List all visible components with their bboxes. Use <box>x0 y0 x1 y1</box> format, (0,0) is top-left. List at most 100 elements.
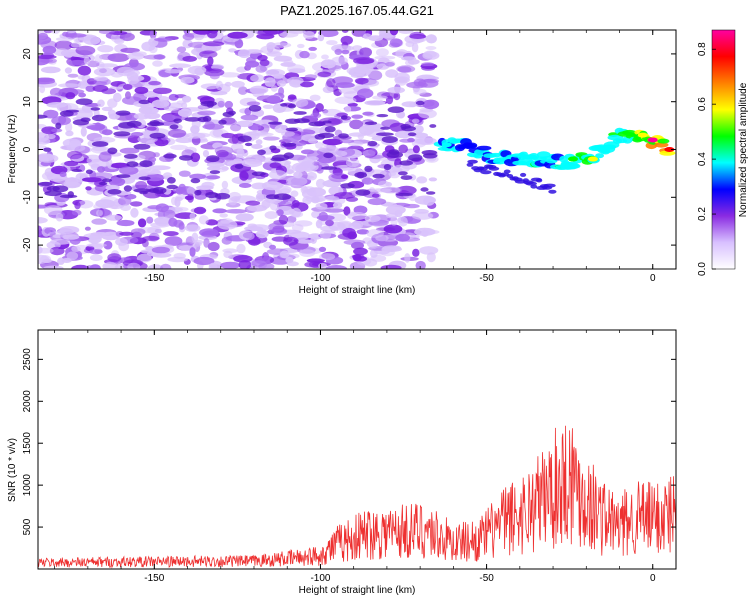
ridge-blob <box>503 169 511 174</box>
noise-blob <box>264 211 278 220</box>
x-tick-label: -50 <box>479 573 494 584</box>
noise-blob <box>116 66 135 77</box>
noise-blob <box>235 213 254 222</box>
noise-blob <box>334 96 357 105</box>
noise-blob <box>297 43 305 49</box>
noise-blob <box>105 214 122 221</box>
noise-blob <box>91 172 113 180</box>
noise-blob <box>423 78 439 84</box>
noise-blob <box>323 152 334 159</box>
noise-blob <box>194 189 202 196</box>
noise-blob <box>404 59 415 66</box>
noise-blob <box>304 261 322 268</box>
noise-blob <box>325 219 334 227</box>
noise-blob <box>369 187 375 192</box>
noise-blob <box>115 110 131 116</box>
noise-blob <box>295 164 306 173</box>
ridge-peak <box>664 147 675 152</box>
noise-blob <box>337 220 353 229</box>
noise-blob <box>341 174 348 179</box>
noise-blob <box>198 215 209 225</box>
noise-blob <box>380 248 395 257</box>
noise-blob <box>212 208 227 214</box>
noise-blob <box>136 253 152 263</box>
noise-blob <box>316 215 335 221</box>
noise-blob <box>233 255 253 263</box>
noise-blob <box>356 229 370 235</box>
noise-blob <box>390 216 398 226</box>
noise-blob <box>101 88 117 95</box>
noise-blob <box>86 157 94 164</box>
noise-blob <box>65 122 73 133</box>
noise-blob <box>296 239 313 244</box>
noise-blob <box>315 202 328 210</box>
noise-blob <box>318 132 335 139</box>
noise-blob <box>309 94 321 102</box>
noise-blob <box>193 256 215 266</box>
noise-blob <box>399 160 414 166</box>
noise-blob <box>380 264 402 269</box>
noise-blob <box>102 262 118 269</box>
noise-blob <box>388 42 401 48</box>
noise-blob <box>385 62 395 67</box>
noise-blob <box>355 189 371 196</box>
noise-blob <box>245 200 261 206</box>
noise-blob <box>206 162 225 168</box>
spectrogram-xlabel: Height of straight line (km) <box>299 285 416 296</box>
noise-blob <box>142 239 149 248</box>
y-tick-label: 0 <box>22 146 33 152</box>
noise-blob <box>192 30 213 35</box>
noise-blob <box>221 132 236 139</box>
noise-blob <box>138 99 151 105</box>
noise-blob <box>43 265 64 269</box>
noise-blob <box>80 126 87 137</box>
noise-blob <box>299 249 316 257</box>
noise-blob <box>286 215 297 224</box>
noise-blob <box>368 148 377 155</box>
noise-blob <box>269 145 277 151</box>
noise-blob <box>50 30 61 34</box>
noise-blob <box>168 217 178 227</box>
noise-blob <box>191 232 199 243</box>
noise-blob <box>223 250 233 259</box>
noise-blob <box>284 118 301 124</box>
noise-blob <box>283 236 299 246</box>
noise-blob <box>228 110 236 116</box>
noise-blob <box>291 224 304 232</box>
noise-blob <box>423 50 437 59</box>
noise-blob <box>190 178 201 184</box>
noise-blob <box>197 95 211 101</box>
colorbar-frame <box>711 29 736 270</box>
noise-blob <box>364 100 386 106</box>
noise-blob <box>285 127 298 132</box>
noise-blob <box>113 92 122 103</box>
noise-blob <box>380 126 391 130</box>
noise-blob <box>249 85 269 95</box>
noise-blob <box>126 120 142 127</box>
noise-blob <box>389 30 399 36</box>
noise-blob <box>221 166 229 171</box>
noise-blob <box>55 212 64 222</box>
noise-blob <box>118 196 132 206</box>
noise-blob <box>371 193 380 198</box>
x-tick-label: -150 <box>144 573 164 584</box>
noise-blob <box>130 228 146 236</box>
noise-blob <box>199 228 219 237</box>
noise-blob <box>84 226 91 231</box>
noise-blob <box>300 81 314 88</box>
noise-blob <box>77 81 89 89</box>
noise-blob <box>396 65 416 73</box>
noise-blob <box>134 86 149 94</box>
noise-blob <box>282 142 297 147</box>
noise-blob <box>38 154 59 163</box>
noise-blob <box>152 60 163 67</box>
ridge-peak <box>587 156 598 162</box>
noise-blob <box>67 73 79 78</box>
noise-blob <box>163 153 177 159</box>
noise-blob <box>154 37 173 42</box>
noise-blob <box>77 200 94 209</box>
noise-blob <box>429 124 437 128</box>
noise-blob <box>115 237 128 246</box>
noise-blob <box>217 100 225 108</box>
noise-blob <box>49 246 65 256</box>
